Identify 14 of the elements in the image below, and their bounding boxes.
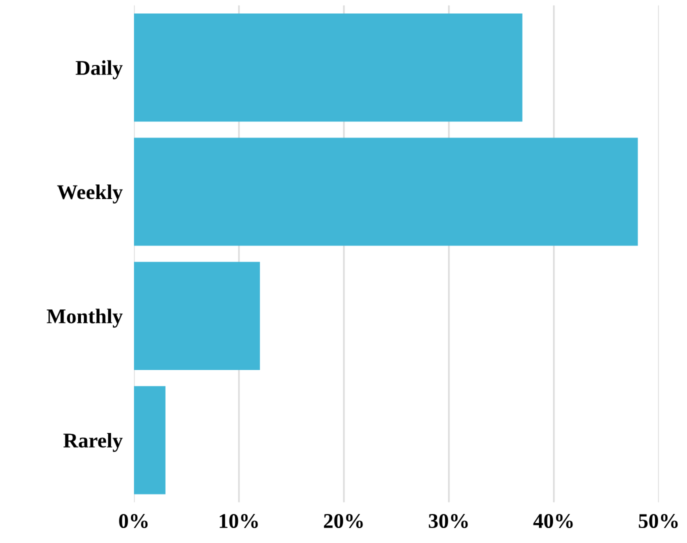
x-tick-label: 0%	[119, 514, 148, 528]
bar	[134, 262, 260, 370]
y-tick-label: Weekly	[57, 184, 123, 204]
y-tick-label: Daily	[76, 60, 123, 80]
x-tick-label: 40%	[533, 514, 573, 528]
y-tick-label: Rarely	[63, 432, 123, 452]
bar	[134, 386, 166, 494]
bar	[134, 14, 522, 122]
x-tick-label: 10%	[220, 514, 258, 528]
bar	[134, 138, 638, 246]
y-tick-label: Monthly	[46, 308, 123, 328]
x-tick-label: 20%	[324, 514, 363, 528]
x-tick-label: 50%	[638, 514, 678, 528]
x-tick-label: 30%	[428, 514, 468, 528]
